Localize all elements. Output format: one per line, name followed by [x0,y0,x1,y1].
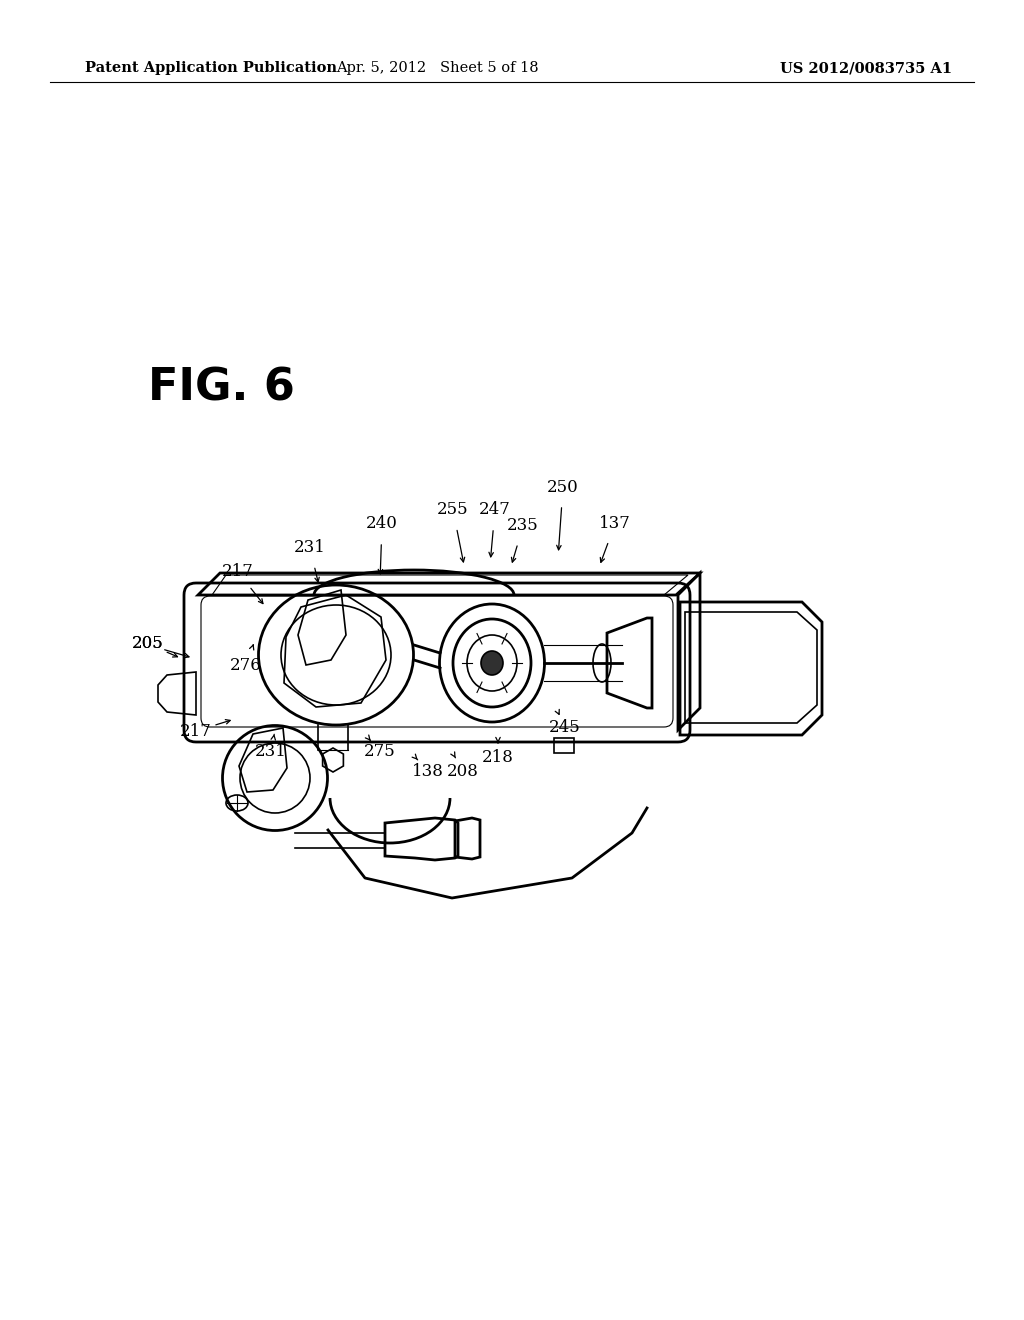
Text: 208: 208 [447,763,479,780]
Text: 138: 138 [412,763,444,780]
Text: FIG. 6: FIG. 6 [148,367,295,409]
Text: 245: 245 [549,718,581,735]
Text: 205: 205 [132,635,164,652]
Text: Apr. 5, 2012   Sheet 5 of 18: Apr. 5, 2012 Sheet 5 of 18 [336,61,539,75]
Text: 137: 137 [599,516,631,532]
Text: 255: 255 [437,502,469,519]
Text: 231: 231 [294,540,326,557]
Text: 218: 218 [482,750,514,767]
Text: 235: 235 [507,517,539,535]
Text: Patent Application Publication: Patent Application Publication [85,61,337,75]
Text: 217: 217 [180,722,212,739]
Text: 247: 247 [479,502,511,519]
Text: 240: 240 [366,516,398,532]
Text: 250: 250 [547,479,579,495]
Text: 217: 217 [222,564,254,581]
Text: 205: 205 [132,635,164,652]
Text: 276: 276 [230,656,262,673]
Text: 231: 231 [255,743,287,760]
Ellipse shape [481,651,503,675]
Text: 275: 275 [365,743,396,760]
Text: US 2012/0083735 A1: US 2012/0083735 A1 [780,61,952,75]
